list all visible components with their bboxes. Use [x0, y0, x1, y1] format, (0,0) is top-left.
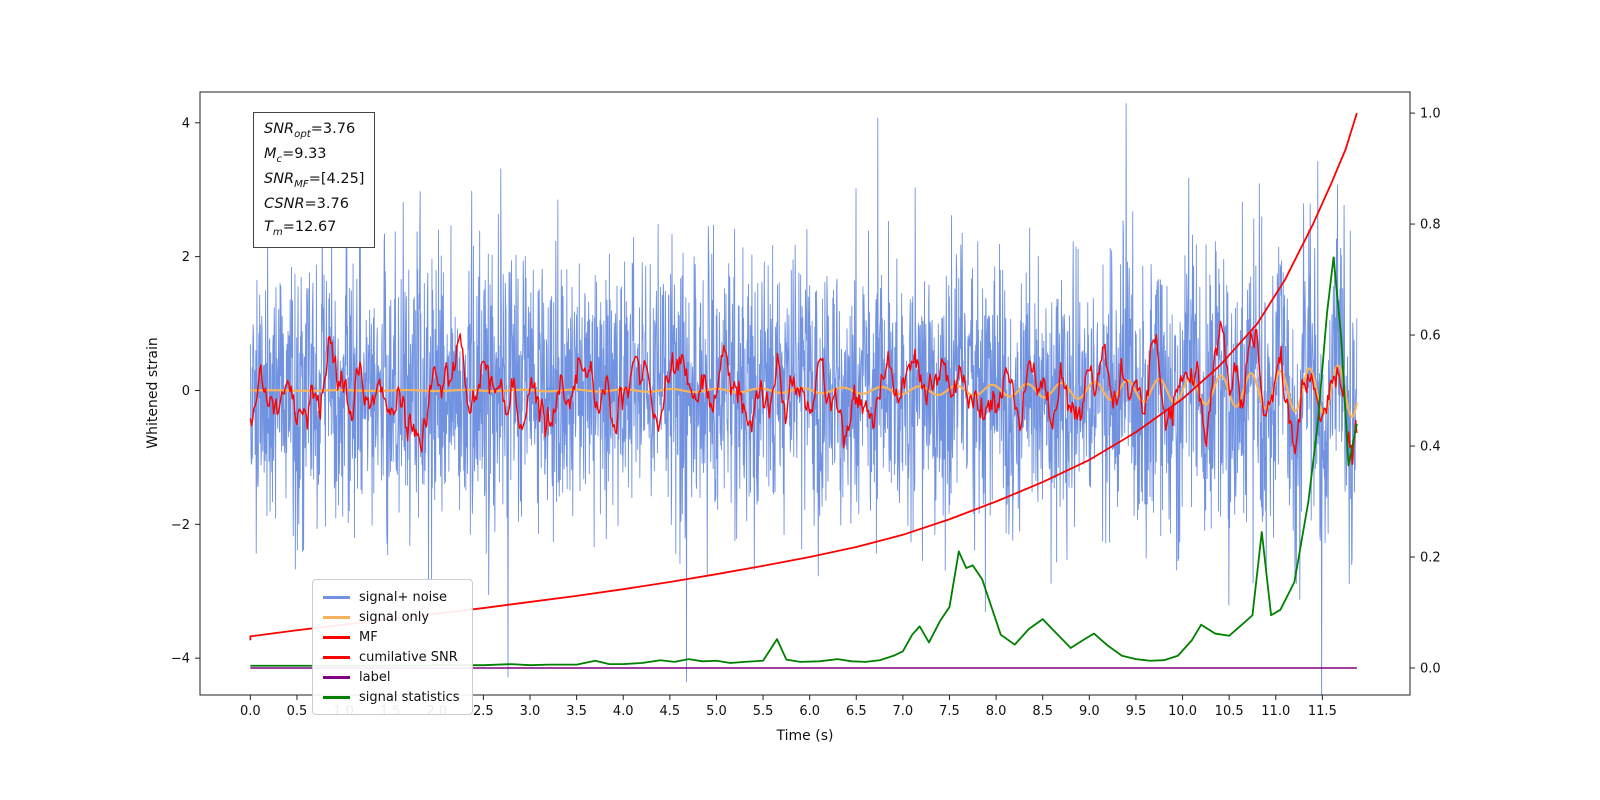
- y-right-tick-label: 1.0: [1420, 107, 1441, 122]
- annotation-box: SNRopt=3.76 Mc=9.33 SNRMF=[4.25] CSNR=3.76 T…: [253, 112, 376, 248]
- y-left-tick-label: 4: [182, 116, 190, 131]
- y-right-tick-label: 0.6: [1420, 329, 1441, 344]
- legend-label-label: label: [359, 669, 391, 685]
- legend-swatch-cumulative-snr: [323, 655, 350, 659]
- x-tick-label: 8.0: [986, 704, 1007, 719]
- annotation-line: SNRMF=[4.25]: [264, 170, 365, 190]
- legend-item-signal-only: signal only: [323, 607, 460, 627]
- x-tick-label: 4.0: [613, 704, 634, 719]
- legend-label-cumulative-snr: cumilative SNR: [359, 649, 458, 665]
- series-signal-statistics-line: [250, 256, 1358, 667]
- legend-swatch-mf: [323, 635, 350, 639]
- x-tick-label: 10.5: [1215, 704, 1244, 719]
- annotation-line: SNRopt=3.76: [264, 121, 356, 140]
- legend-item-label: label: [323, 667, 460, 687]
- y-left-tick-label: −2: [171, 518, 190, 533]
- y-right-tick-label: 0.2: [1420, 550, 1441, 565]
- legend-label-signal-statistics: signal statistics: [359, 689, 460, 705]
- x-tick-label: 0.5: [287, 704, 308, 719]
- x-tick-label: 8.5: [1032, 704, 1053, 719]
- x-tick-label: 3.0: [520, 704, 541, 719]
- y-left-tick-label: 0: [182, 384, 190, 399]
- legend-swatch-signal-only: [323, 615, 350, 619]
- series-signal-only-line: [250, 364, 1358, 419]
- x-tick-label: 7.5: [939, 704, 960, 719]
- legend-label-signal-noise: signal+ noise: [359, 589, 448, 605]
- series-mf-line: [249, 320, 1358, 465]
- legend-swatch-signal-statistics: [323, 695, 350, 699]
- x-tick-label: 0.0: [240, 704, 261, 719]
- x-tick-label: 9.0: [1079, 704, 1100, 719]
- x-axis-label: Time (s): [776, 728, 834, 744]
- x-tick-label: 5.5: [753, 704, 774, 719]
- x-tick-label: 9.5: [1126, 704, 1147, 719]
- y-right-tick-label: 0.0: [1420, 661, 1441, 676]
- legend: signal+ noise signal only MF cumilative SNR…: [312, 579, 473, 715]
- legend-label-mf: MF: [359, 629, 378, 645]
- legend-item-mf: MF: [323, 627, 460, 647]
- x-tick-label: 2.5: [473, 704, 494, 719]
- x-tick-label: 6.5: [846, 704, 867, 719]
- legend-item-cumulative-snr: cumilative SNR: [323, 647, 460, 667]
- annotation-line: Tm=12.67: [264, 218, 337, 238]
- legend-label-signal-only: signal only: [359, 609, 430, 625]
- annotation-line: CSNR=3.76: [264, 195, 349, 212]
- y-left-tick-label: 2: [182, 250, 190, 265]
- x-tick-label: 6.0: [799, 704, 820, 719]
- y-right-tick-label: 0.8: [1420, 218, 1441, 233]
- legend-item-signal-statistics: signal statistics: [323, 687, 460, 707]
- legend-swatch-signal-noise: [323, 595, 350, 599]
- x-tick-label: 3.5: [566, 704, 587, 719]
- x-tick-label: 7.0: [893, 704, 914, 719]
- annotation-line: Mc=9.33: [264, 145, 327, 165]
- x-tick-label: 11.5: [1308, 704, 1337, 719]
- y-right-tick-label: 0.4: [1420, 440, 1441, 455]
- legend-swatch-label: [323, 675, 350, 679]
- plot-border: [199, 91, 1411, 696]
- x-tick-label: 4.5: [659, 704, 680, 719]
- y-left-tick-label: −4: [171, 652, 190, 667]
- x-tick-label: 11.0: [1261, 704, 1290, 719]
- x-tick-label: 10.0: [1168, 704, 1197, 719]
- legend-item-signal-noise: signal+ noise: [323, 587, 460, 607]
- x-tick-label: 5.0: [706, 704, 727, 719]
- y-axis-label: Whitened strain: [145, 337, 161, 448]
